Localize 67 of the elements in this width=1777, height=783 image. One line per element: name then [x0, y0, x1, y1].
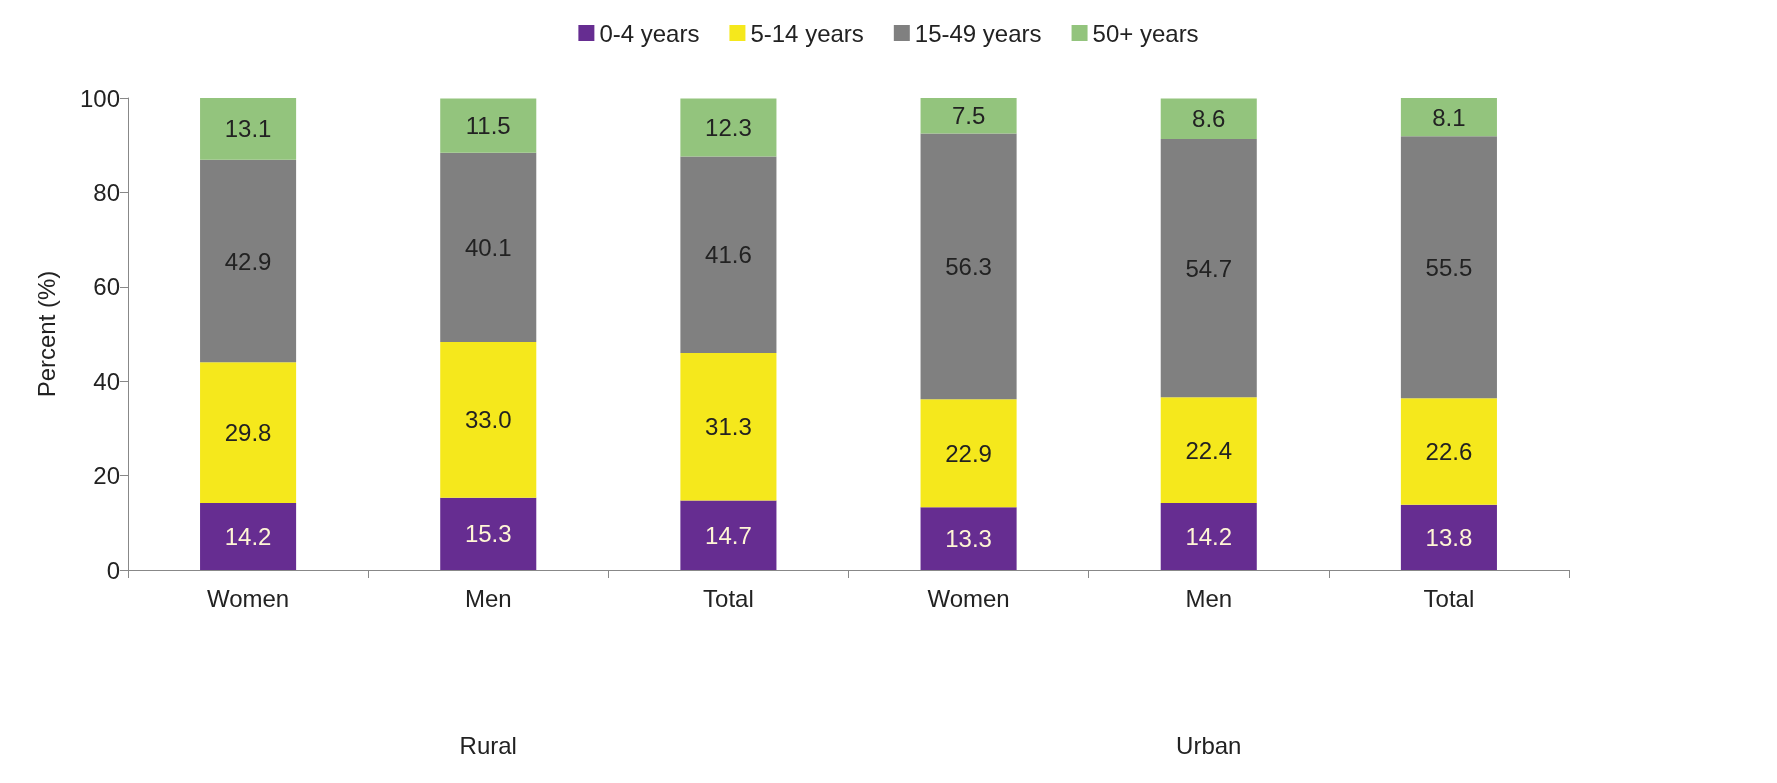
data-label: 33.0 [464, 406, 512, 434]
data-label: 22.4 [1185, 436, 1233, 464]
x-tick-label: Women [206, 584, 290, 612]
bar [1160, 98, 1257, 140]
x-tick-label: Men [464, 584, 512, 612]
x-tick-label: Total [1423, 584, 1475, 612]
data-label: 22.9 [945, 439, 992, 467]
data-label: 15.3 [464, 520, 512, 548]
bar [200, 502, 297, 570]
data-label: 11.5 [465, 112, 511, 140]
data-label: 13.8 [1425, 523, 1473, 551]
data-label: 54.7 [1185, 254, 1233, 282]
y-axis-title: Percent (%) [32, 270, 60, 398]
x-tick-label: Men [1185, 584, 1233, 612]
bar [680, 352, 777, 501]
bar [440, 342, 537, 498]
bar [1400, 98, 1497, 137]
legend-label: 0-4 years [599, 19, 700, 47]
text: Urban [1176, 731, 1242, 759]
data-label: 55.5 [1425, 253, 1473, 281]
data-label: 13.3 [945, 525, 992, 553]
legend-label: 15-49 years [914, 19, 1042, 47]
y-tick-label: 80 [93, 178, 120, 206]
data-label: 22.6 [1425, 438, 1473, 466]
data-label: 13.1 [224, 115, 272, 143]
x-tick-label: Women [927, 584, 1010, 612]
data-label: 29.8 [224, 419, 272, 447]
data-label: 8.1 [1432, 103, 1466, 131]
text: Rural [459, 731, 517, 759]
bar [920, 98, 1017, 134]
data-label: 14.7 [705, 521, 752, 549]
bar [920, 399, 1017, 508]
y-tick-label: 40 [93, 367, 120, 395]
data-label: 56.3 [945, 252, 992, 280]
bar [440, 152, 537, 343]
bar [200, 159, 297, 363]
y-tick-label: 60 [93, 273, 120, 301]
data-label: 14.2 [1185, 522, 1233, 550]
bar [440, 98, 537, 153]
legend-label: 5-14 years [750, 19, 864, 47]
bar [920, 507, 1017, 570]
bar [680, 98, 777, 157]
bar [680, 500, 777, 570]
bar [1400, 136, 1497, 399]
data-label: 41.6 [705, 241, 752, 269]
data-label: 12.3 [705, 114, 752, 141]
bar [920, 133, 1017, 400]
bar [1160, 139, 1257, 398]
bar [200, 362, 297, 503]
data-label: 31.3 [705, 413, 752, 441]
data-label: 7.5 [951, 102, 986, 130]
data-label: 14.2 [224, 522, 272, 550]
y-tick-label: 20 [93, 462, 120, 490]
data-label: 40.1 [464, 233, 512, 261]
bar [1400, 398, 1497, 505]
bar [1400, 504, 1497, 570]
y-tick-label: 100 [79, 84, 120, 112]
data-label: 8.6 [1192, 105, 1226, 133]
y-tick-label: 0 [106, 556, 120, 584]
bar [440, 497, 537, 570]
bar [680, 156, 777, 353]
bar [1160, 397, 1257, 503]
bar [1160, 502, 1257, 570]
legend-label: 50+ years [1092, 19, 1199, 47]
bar [200, 98, 297, 160]
data-label: 42.9 [224, 247, 272, 275]
x-tick-label: Total [703, 584, 754, 612]
